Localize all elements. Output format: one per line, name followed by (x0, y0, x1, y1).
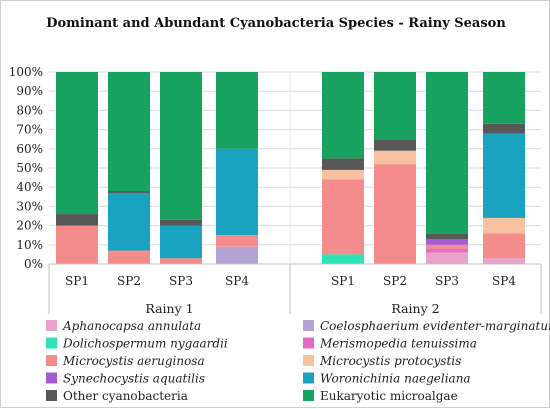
legend-label: Aphanocapsa annulata (62, 319, 201, 333)
legend: Aphanocapsa annulata Coelosphaerium evide… (46, 319, 550, 403)
legend-swatch (303, 355, 314, 366)
bar-segment (483, 233, 525, 259)
legend-label: Other cyanobacteria (63, 389, 188, 403)
bar-segment (426, 248, 468, 253)
x-tick-label: SP3 (435, 274, 459, 288)
legend-swatch (303, 372, 314, 384)
legend-swatch (46, 320, 57, 331)
bar-segment (108, 191, 150, 193)
x-axis: SP1 SP2 SP3 SP4 Rainy 1 SP1 SP2 SP3 SP4 Rainy 2 (48, 72, 542, 316)
x-tick-label: SP4 (492, 274, 516, 288)
y-tick-label: 50% (16, 161, 43, 175)
bar-segment (374, 139, 416, 151)
bar-segment (322, 179, 364, 255)
legend-swatch (46, 390, 57, 401)
x-tick-label: SP1 (65, 274, 89, 288)
bar-segment (426, 252, 468, 264)
bar-segment (374, 150, 416, 165)
legend-swatch (303, 390, 314, 401)
y-tick-label: 100% (9, 65, 43, 79)
bar-segment (426, 72, 468, 234)
bar-segment (483, 258, 525, 264)
group-label: Rainy 2 (391, 301, 439, 316)
legend-label: Dolichospermum nygaardii (62, 337, 228, 351)
bar-segment (426, 233, 468, 240)
bar-segment (426, 239, 468, 245)
y-tick-label: 30% (16, 199, 43, 213)
bar-segment (108, 250, 150, 264)
chart-title: Dominant and Abundant Cyanobacteria Spec… (46, 16, 506, 31)
bar-segment (483, 133, 525, 218)
x-tick-label: SP3 (169, 274, 193, 288)
legend-label: Woronichinia naegeliana (320, 372, 471, 386)
legend-label: Microcystis aeruginosa (62, 354, 205, 368)
bar-segment (160, 72, 202, 220)
legend-swatch (303, 337, 314, 349)
bar-segment (216, 148, 258, 236)
bar-segment (56, 214, 98, 226)
y-tick-label: 90% (16, 84, 43, 98)
y-tick-label: 80% (16, 103, 43, 117)
bar-segment (483, 217, 525, 234)
y-tick-label: 0% (24, 257, 43, 271)
y-tick-label: 10% (16, 238, 43, 252)
bar-segment (160, 219, 202, 226)
bar-segment (426, 244, 468, 249)
legend-swatch (303, 320, 314, 331)
legend-swatch (46, 355, 57, 366)
group-label: Rainy 1 (145, 301, 193, 316)
legend-label: Microcystis protocystis (319, 354, 461, 368)
bar-segment (483, 72, 525, 124)
bar-segment (216, 72, 258, 149)
legend-label: Merismopedia tenuissima (319, 337, 477, 351)
bar-segment (56, 72, 98, 215)
x-tick-label: SP4 (225, 274, 249, 288)
y-axis: 0% 10% 20% 30% 40% 50% 60% 70% 80% 90% 100% (9, 65, 43, 271)
y-tick-label: 70% (16, 123, 43, 137)
legend-label: Coelosphaerium evidenter-marginatum (320, 319, 550, 333)
bars (56, 72, 525, 264)
legend-swatch (46, 372, 57, 384)
bar-segment (322, 254, 364, 264)
bar-segment (322, 158, 364, 170)
legend-swatch (46, 337, 57, 349)
bar-segment (108, 72, 150, 192)
x-tick-label: SP2 (117, 274, 141, 288)
bar-segment (374, 164, 416, 264)
y-tick-label: 40% (16, 180, 43, 194)
bar-segment (160, 258, 202, 264)
x-tick-label: SP1 (331, 274, 355, 288)
y-tick-label: 20% (16, 219, 43, 233)
bar-segment (216, 246, 258, 264)
bar-segment (322, 72, 364, 159)
y-tick-label: 60% (16, 142, 43, 156)
x-tick-label: SP2 (383, 274, 407, 288)
legend-label: Synechocystis aquatilis (63, 372, 205, 386)
bar-segment (483, 123, 525, 134)
legend-label: Eukaryotic microalgae (320, 389, 458, 403)
bar-segment (160, 225, 202, 259)
bar-segment (216, 235, 258, 247)
bar-segment (322, 169, 364, 180)
bar-segment (374, 72, 416, 140)
bar-segment (56, 225, 98, 264)
bar-segment (108, 192, 150, 251)
